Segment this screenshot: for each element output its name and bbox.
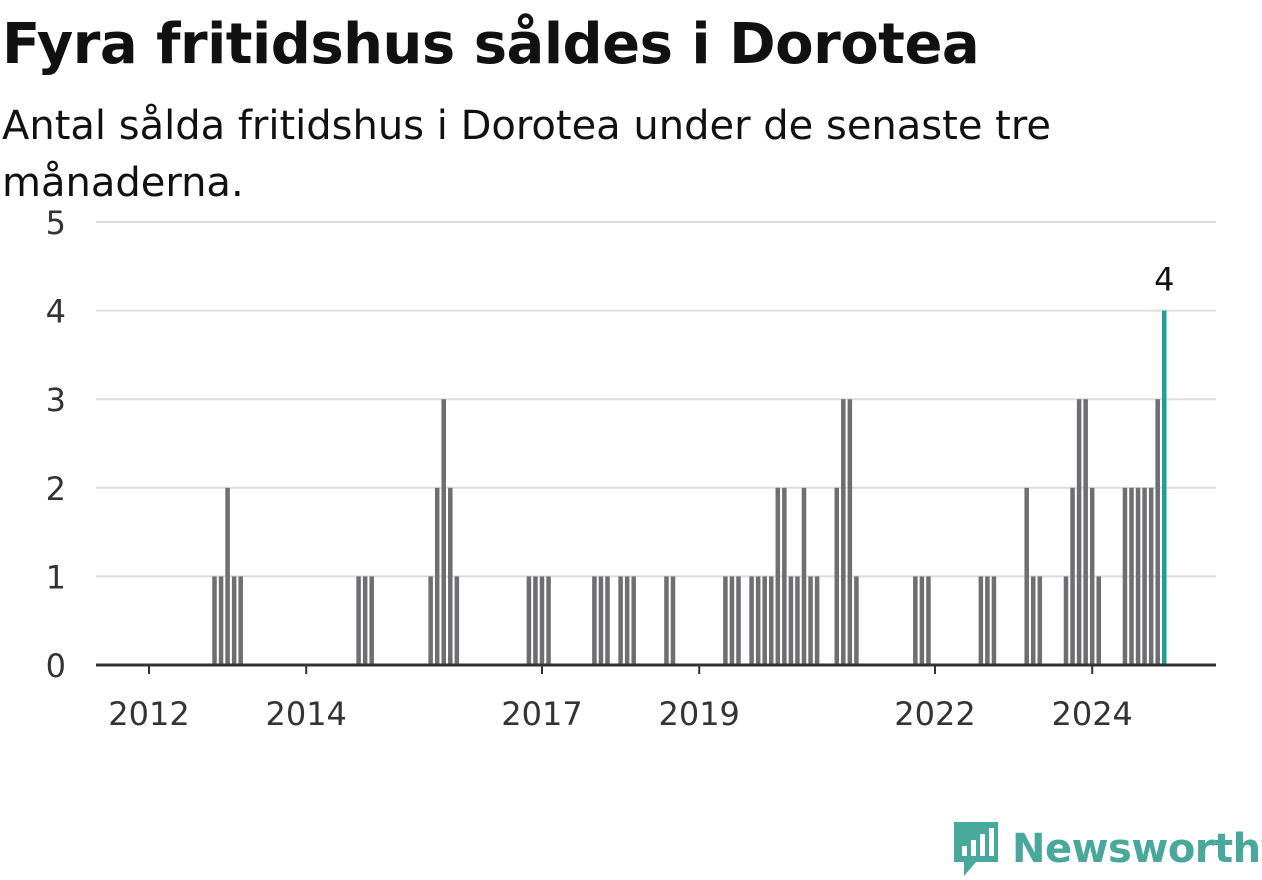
bar — [729, 576, 735, 665]
bar — [624, 576, 630, 665]
bar — [448, 487, 453, 665]
bar — [225, 487, 230, 665]
highlight-data-label: 4 — [1154, 261, 1174, 299]
bar — [1148, 487, 1154, 665]
bar — [441, 399, 446, 665]
x-tick-label: 2017 — [501, 695, 582, 733]
bars — [212, 310, 1167, 665]
bar — [356, 576, 361, 665]
bar — [723, 576, 728, 665]
x-tick-label: 2014 — [265, 695, 346, 733]
bar — [808, 576, 813, 665]
bar — [834, 487, 839, 665]
bar — [369, 576, 374, 665]
bar — [1089, 487, 1095, 665]
bar — [434, 487, 440, 665]
bar — [1083, 399, 1088, 665]
bar — [841, 399, 846, 665]
bar — [814, 576, 820, 665]
bar — [546, 576, 551, 665]
bar — [1122, 487, 1128, 665]
x-tick-label: 2012 — [108, 695, 189, 733]
bar — [769, 576, 774, 665]
y-tick-label: 0 — [46, 647, 66, 685]
bar — [775, 487, 781, 665]
chart-title: Fyra fritidshus såldes i Dorotea — [2, 12, 980, 77]
bar — [1155, 399, 1160, 665]
bar — [1096, 576, 1101, 665]
bar-chart: 0 1 2 3 4 5 2012 2014 2017 2019 2022 2024 4 — [46, 204, 1216, 733]
bar — [978, 576, 984, 665]
bar — [788, 576, 794, 665]
bar — [755, 576, 761, 665]
y-tick-label: 5 — [46, 204, 66, 242]
bar — [539, 576, 545, 665]
bar — [762, 576, 767, 665]
bar — [801, 487, 807, 665]
y-tick-label: 1 — [46, 558, 66, 596]
gridlines — [96, 221, 1216, 578]
bar — [782, 487, 787, 665]
bar — [664, 576, 669, 665]
y-tick-label: 4 — [46, 293, 66, 331]
bar — [1076, 399, 1082, 665]
bar — [212, 576, 217, 665]
bar-highlight — [1162, 310, 1167, 665]
bar — [1037, 576, 1043, 665]
bar — [913, 576, 918, 665]
bar — [605, 576, 610, 665]
bar — [218, 576, 224, 665]
bar — [749, 576, 754, 665]
bar — [795, 576, 800, 665]
bar — [1024, 487, 1029, 665]
bar — [1031, 576, 1036, 665]
bar — [428, 576, 433, 665]
bar — [362, 576, 368, 665]
bar — [592, 576, 597, 665]
bar — [454, 576, 460, 665]
bar — [847, 399, 853, 665]
x-tick-label: 2024 — [1051, 695, 1132, 733]
x-tick-label: 2019 — [658, 695, 739, 733]
bar — [919, 576, 925, 665]
bar — [1063, 576, 1069, 665]
axes — [96, 663, 1216, 674]
bar — [926, 576, 931, 665]
brand-name: Newsworthy — [1012, 826, 1262, 872]
bar — [985, 576, 990, 665]
bar — [231, 576, 237, 665]
bar — [670, 576, 676, 665]
bar — [618, 576, 623, 665]
x-tick-label: 2022 — [894, 695, 975, 733]
labels: 0 1 2 3 4 5 2012 2014 2017 2019 2022 2024 4 — [46, 204, 1175, 733]
bar — [854, 576, 859, 665]
bar — [238, 576, 243, 665]
bar — [991, 576, 997, 665]
bar — [1129, 487, 1134, 665]
bar — [1070, 487, 1075, 665]
bar — [736, 576, 741, 665]
bar — [598, 576, 604, 665]
newsworthy-logo-icon — [954, 822, 998, 876]
bar — [526, 576, 532, 665]
y-tick-label: 3 — [46, 381, 66, 419]
bar — [533, 576, 538, 665]
brand: Newsworthy — [950, 818, 1262, 880]
bar — [1142, 487, 1147, 665]
bar — [1135, 487, 1141, 665]
chart-subtitle: Antal sålda fritidshus i Dorotea under d… — [2, 103, 1052, 206]
bar — [631, 576, 636, 665]
y-tick-label: 2 — [46, 470, 66, 508]
